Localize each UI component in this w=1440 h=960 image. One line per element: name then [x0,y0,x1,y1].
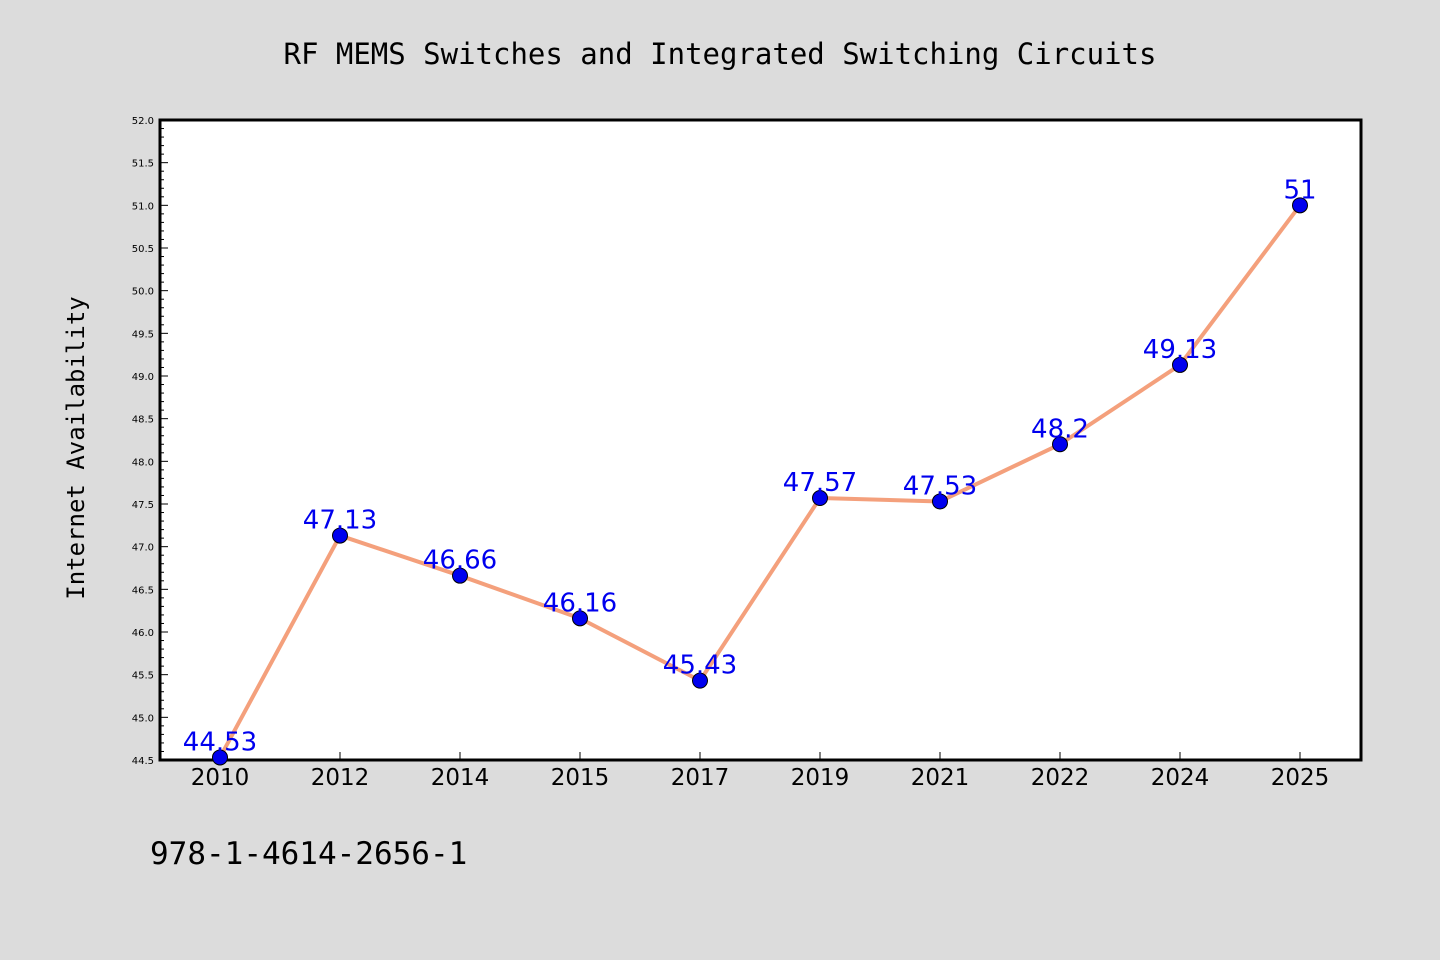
data-label: 44.53 [183,727,257,757]
data-label: 45.43 [663,651,737,681]
y-tick-label: 51.0 [132,201,154,212]
x-tick-label: 2014 [431,765,490,791]
x-tick-label: 2025 [1271,765,1330,791]
y-axis: 44.5 45.0 45.5 46.0 46.5 47.0 47.5 48.0 48.5 49.0… [132,116,168,767]
y-tick-label: 50.5 [132,244,154,255]
data-point [692,672,708,689]
x-tick-label: 2012 [311,765,370,791]
data-point [572,610,588,627]
x-tick-label: 2024 [1151,765,1210,791]
y-tick-label: 46.5 [132,585,154,596]
data-label: 49.13 [1143,335,1217,365]
data-label: 46.16 [543,588,617,618]
x-tick-label: 2015 [551,765,610,791]
isbn-footer: 978-1-4614-2656-1 [150,836,467,872]
x-tick-label: 2010 [191,765,250,791]
x-tick-label: 2019 [791,765,850,791]
data-point [932,493,948,510]
plot-area [158,118,1363,762]
y-tick-label: 48.0 [132,457,154,468]
data-label: 48.2 [1031,414,1089,444]
y-tick-label: 49.5 [132,329,154,340]
data-label: 47.13 [303,506,377,536]
data-point [332,527,348,544]
y-axis-label: Internet Availability [62,296,90,599]
data-point [1292,197,1308,214]
y-tick-label: 45.5 [132,671,154,682]
x-axis: 2010 2012 2014 2015 2017 2019 2021 2022 2024 2025 [191,752,1330,791]
data-point [212,749,228,766]
y-tick-label: 47.0 [132,543,154,554]
data-labels: 44.53 47.13 46.66 46.16 45.43 47.57 47.53 48.2 4… [183,175,1317,757]
x-tick-label: 2022 [1031,765,1090,791]
series-line [218,204,1302,759]
data-point [452,567,468,584]
y-tick-label: 46.0 [132,628,154,639]
y-tick-label: 48.5 [132,415,154,426]
x-tick-label: 2021 [911,765,970,791]
data-point [812,490,828,507]
y-tick-label: 47.5 [132,500,154,511]
data-label: 47.53 [903,471,977,501]
data-label: 47.57 [783,468,857,498]
data-point [1052,436,1068,453]
y-tick-label: 49.0 [132,372,154,383]
y-tick-label: 50.0 [132,287,154,298]
y-tick-label: 51.5 [132,159,154,170]
series-markers [212,197,1308,766]
data-label: 51 [1283,175,1316,205]
data-label: 46.66 [423,546,497,576]
y-tick-label: 44.5 [132,756,154,767]
x-tick-label: 2017 [671,765,730,791]
data-point [1172,356,1188,373]
y-tick-label: 45.0 [132,713,154,724]
y-tick-label: 52.0 [132,116,154,127]
chart-title: RF MEMS Switches and Integrated Switchin… [284,37,1157,71]
